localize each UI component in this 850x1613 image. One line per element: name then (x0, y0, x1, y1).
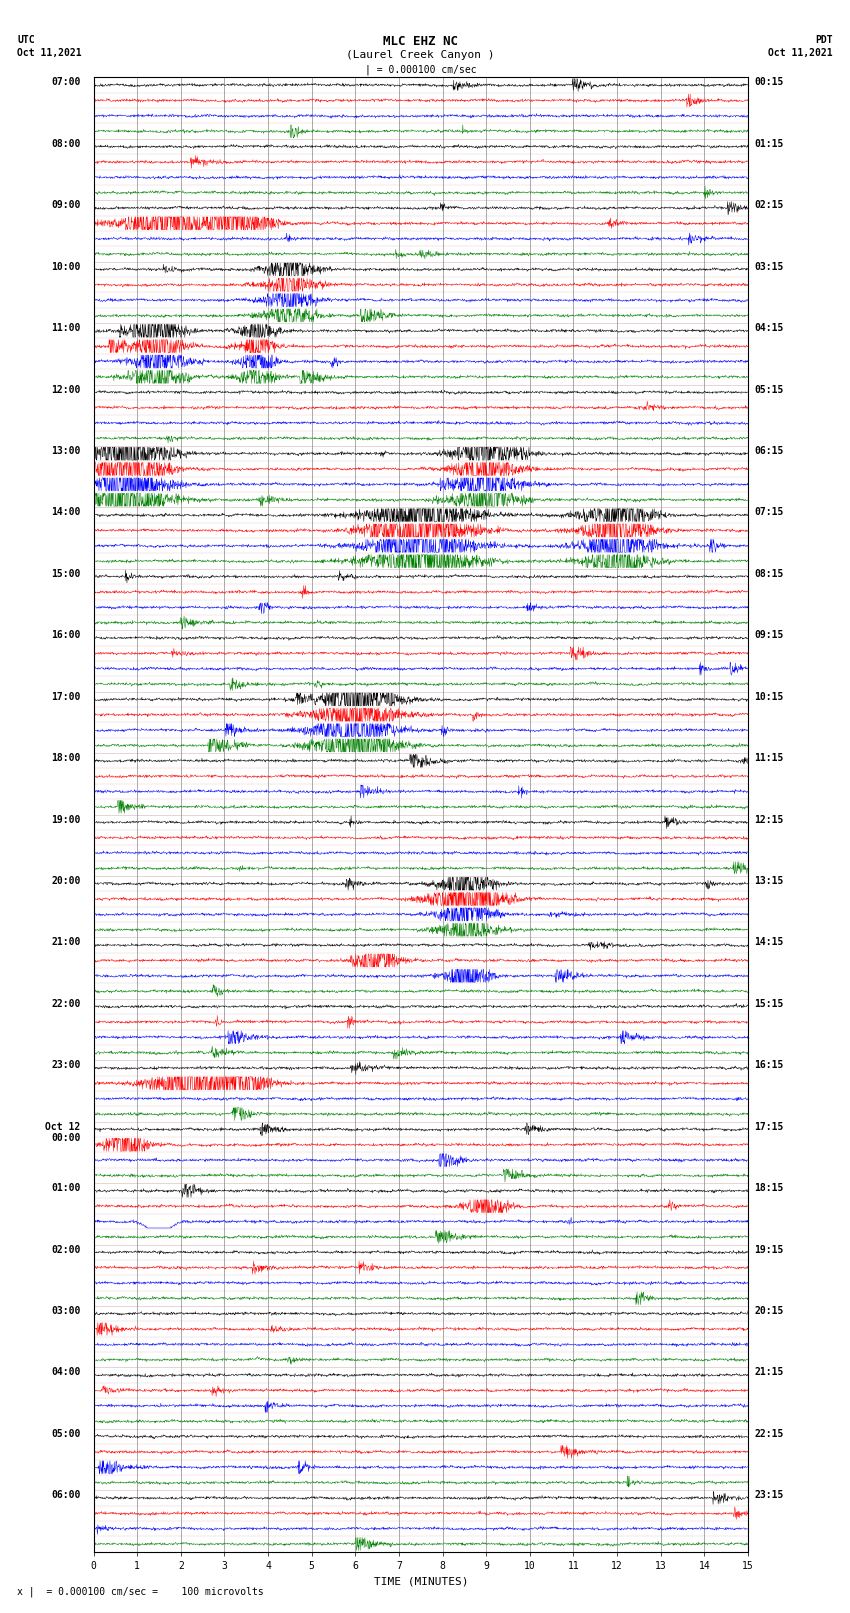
Text: 19:00: 19:00 (51, 815, 81, 824)
Text: Oct 12
00:00: Oct 12 00:00 (45, 1121, 81, 1142)
Text: 22:15: 22:15 (755, 1429, 784, 1439)
Text: 22:00: 22:00 (51, 998, 81, 1008)
Text: 23:15: 23:15 (755, 1490, 784, 1500)
Text: 11:00: 11:00 (51, 323, 81, 334)
Text: 06:15: 06:15 (755, 447, 784, 456)
Text: 13:15: 13:15 (755, 876, 784, 886)
Text: 11:15: 11:15 (755, 753, 784, 763)
Text: 13:00: 13:00 (51, 447, 81, 456)
Text: 05:15: 05:15 (755, 384, 784, 395)
Text: 18:15: 18:15 (755, 1182, 784, 1194)
Text: Oct 11,2021: Oct 11,2021 (768, 48, 833, 58)
Text: PDT: PDT (815, 35, 833, 45)
Text: 12:00: 12:00 (51, 384, 81, 395)
Text: 08:00: 08:00 (51, 139, 81, 148)
Text: 21:15: 21:15 (755, 1368, 784, 1378)
Text: 09:15: 09:15 (755, 631, 784, 640)
Text: 04:00: 04:00 (51, 1368, 81, 1378)
Text: MLC EHZ NC: MLC EHZ NC (383, 35, 458, 48)
Text: 16:00: 16:00 (51, 631, 81, 640)
Text: 05:00: 05:00 (51, 1429, 81, 1439)
Text: 15:15: 15:15 (755, 998, 784, 1008)
Text: 20:15: 20:15 (755, 1307, 784, 1316)
Text: 07:00: 07:00 (51, 77, 81, 87)
Text: 21:00: 21:00 (51, 937, 81, 947)
Text: 10:15: 10:15 (755, 692, 784, 702)
Text: 14:00: 14:00 (51, 508, 81, 518)
Text: 20:00: 20:00 (51, 876, 81, 886)
Text: 02:15: 02:15 (755, 200, 784, 210)
Text: (Laurel Creek Canyon ): (Laurel Creek Canyon ) (347, 50, 495, 60)
Text: | = 0.000100 cm/sec: | = 0.000100 cm/sec (365, 65, 477, 76)
Text: 08:15: 08:15 (755, 569, 784, 579)
Text: 03:00: 03:00 (51, 1307, 81, 1316)
Text: 01:00: 01:00 (51, 1182, 81, 1194)
Text: 07:15: 07:15 (755, 508, 784, 518)
Text: 15:00: 15:00 (51, 569, 81, 579)
Text: 16:15: 16:15 (755, 1060, 784, 1071)
Text: 18:00: 18:00 (51, 753, 81, 763)
Text: 09:00: 09:00 (51, 200, 81, 210)
Text: 03:15: 03:15 (755, 261, 784, 271)
Text: Oct 11,2021: Oct 11,2021 (17, 48, 82, 58)
Text: 04:15: 04:15 (755, 323, 784, 334)
X-axis label: TIME (MINUTES): TIME (MINUTES) (373, 1576, 468, 1586)
Text: 14:15: 14:15 (755, 937, 784, 947)
Text: 17:15: 17:15 (755, 1121, 784, 1132)
Text: 19:15: 19:15 (755, 1245, 784, 1255)
Text: 00:15: 00:15 (755, 77, 784, 87)
Text: 02:00: 02:00 (51, 1245, 81, 1255)
Text: 06:00: 06:00 (51, 1490, 81, 1500)
Text: 23:00: 23:00 (51, 1060, 81, 1071)
Text: 12:15: 12:15 (755, 815, 784, 824)
Text: 01:15: 01:15 (755, 139, 784, 148)
Text: x |  = 0.000100 cm/sec =    100 microvolts: x | = 0.000100 cm/sec = 100 microvolts (17, 1586, 264, 1597)
Text: 17:00: 17:00 (51, 692, 81, 702)
Text: 10:00: 10:00 (51, 261, 81, 271)
Text: UTC: UTC (17, 35, 35, 45)
